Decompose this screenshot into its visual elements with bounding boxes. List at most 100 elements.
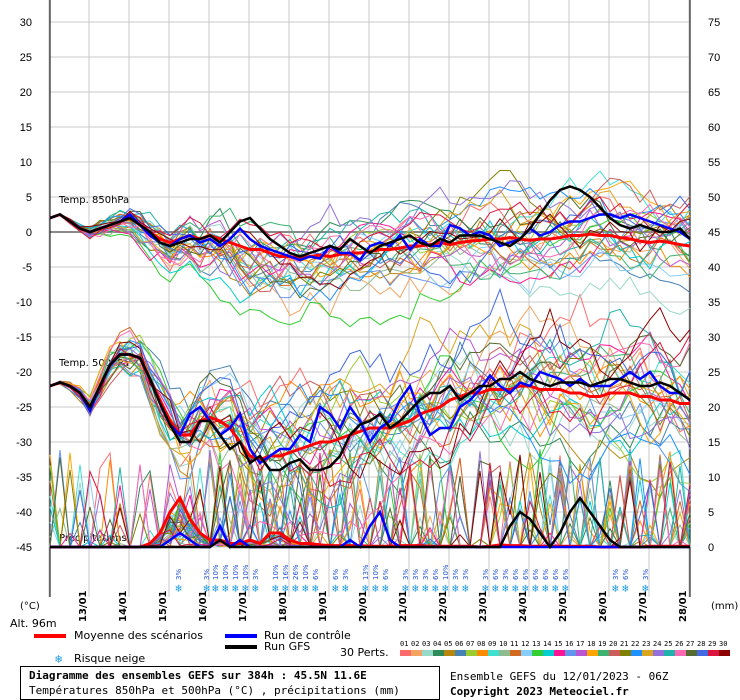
date-tick-label: 13/01 bbox=[78, 590, 89, 622]
snow-risk-icon: ❄ bbox=[203, 582, 210, 595]
snow-risk-label: 3% bbox=[412, 569, 420, 580]
snow-risk-icon: ❄ bbox=[642, 582, 649, 595]
date-tick-label: 19/01 bbox=[318, 590, 329, 622]
perturbation-t850-line bbox=[49, 203, 691, 279]
perturbation-color-swatch bbox=[477, 650, 488, 656]
date-tick-label: 21/01 bbox=[398, 590, 409, 622]
perturbation-color-swatch bbox=[697, 650, 708, 656]
perturbation-t500-line bbox=[49, 287, 691, 456]
perturbation-t500-line bbox=[49, 306, 691, 479]
right-tick-label: 15 bbox=[708, 437, 720, 449]
legend-mean-label: Moyenne des scénarios bbox=[74, 629, 203, 642]
footer-subtitle: Températures 850hPa et 500hPa (°C) , pré… bbox=[29, 684, 400, 697]
perturbation-color-swatch bbox=[565, 650, 576, 656]
snow-risk-icon: ❄ bbox=[502, 582, 509, 595]
snow-risk-label: 3% bbox=[342, 569, 350, 580]
perturbation-t500-line bbox=[49, 347, 691, 496]
snow-risk-label: 6% bbox=[492, 569, 500, 580]
perturbation-t850-line bbox=[49, 208, 691, 266]
snow-risk-icon: ❄ bbox=[512, 582, 519, 595]
snow-risk-label: 10% bbox=[442, 564, 450, 580]
perturbation-color-swatch bbox=[510, 650, 521, 656]
left-tick-label: -40 bbox=[16, 507, 32, 519]
perturbation-color-swatch bbox=[543, 650, 554, 656]
right-tick-label: 55 bbox=[708, 157, 720, 169]
perturbation-t500-line bbox=[49, 334, 691, 488]
date-tick-label: 20/01 bbox=[358, 590, 369, 622]
perturbation-id-label: 19 bbox=[598, 640, 607, 648]
perturbation-id-label: 20 bbox=[609, 640, 618, 648]
footer-run-info: Ensemble GEFS du 12/01/2023 - 06Z bbox=[450, 670, 669, 683]
snow-risk-label: 3% bbox=[502, 569, 510, 580]
panel-label-t850: Temp. 850hPa bbox=[58, 195, 129, 206]
right-tick-label: 20 bbox=[708, 402, 720, 414]
snow-risk-label: 10% bbox=[232, 564, 240, 580]
footer-box: Diagramme des ensembles GEFS sur 384h : … bbox=[20, 666, 440, 700]
perturbation-t850-line bbox=[49, 180, 691, 277]
perturbation-color-swatch bbox=[466, 650, 477, 656]
snow-risk-icon: ❄ bbox=[175, 582, 182, 595]
perturbation-color-swatch bbox=[554, 650, 565, 656]
perturbation-t500-line bbox=[49, 315, 691, 462]
date-tick-label: 23/01 bbox=[478, 590, 489, 622]
perturbation-id-label: 06 bbox=[455, 640, 464, 648]
perturbation-color-swatch bbox=[411, 650, 422, 656]
perturbation-id-label: 16 bbox=[565, 640, 574, 648]
snow-risk-icon: ❄ bbox=[282, 582, 289, 595]
snow-risk-label: 3% bbox=[203, 569, 211, 580]
perturbation-color-swatch bbox=[488, 650, 499, 656]
snow-risk-label: 10% bbox=[242, 564, 250, 580]
snow-risk-icon: ❄ bbox=[292, 582, 299, 595]
snow-risk-icon: ❄ bbox=[222, 582, 229, 595]
perturbation-id-label: 13 bbox=[532, 640, 541, 648]
snow-risk-label: 26% bbox=[292, 564, 300, 580]
perturbation-color-swatch bbox=[499, 650, 510, 656]
ensemble-chart: 302520151050-5-10-15-20-25-30-35-40-4575… bbox=[16, 0, 720, 622]
perturbation-color-swatch bbox=[532, 650, 543, 656]
snow-risk-label: 6% bbox=[532, 569, 540, 580]
snow-risk-label: 10% bbox=[222, 564, 230, 580]
right-axis-unit: (mm) bbox=[711, 601, 739, 612]
snow-risk-icon: ❄ bbox=[522, 582, 529, 595]
perturbation-t850-line bbox=[49, 210, 691, 290]
snow-risk-label: 3% bbox=[252, 569, 260, 580]
left-tick-label: -20 bbox=[16, 367, 32, 379]
perturbation-color-swatch bbox=[422, 650, 433, 656]
perturbation-color-swatch bbox=[400, 650, 411, 656]
snow-risk-label: 6% bbox=[312, 569, 320, 580]
date-tick-label: 16/01 bbox=[198, 590, 209, 622]
perturbation-color-swatch bbox=[444, 650, 455, 656]
perturbation-id-label: 05 bbox=[444, 640, 453, 648]
right-tick-label: 25 bbox=[708, 367, 720, 379]
date-tick-label: 15/01 bbox=[158, 590, 169, 622]
snow-risk-icon: ❄ bbox=[342, 582, 349, 595]
snow-risk-icon: ❄ bbox=[272, 582, 279, 595]
perturbation-color-swatch bbox=[664, 650, 675, 656]
perturbation-id-label: 14 bbox=[543, 640, 552, 648]
perturbation-id-label: 07 bbox=[466, 640, 475, 648]
perturbation-id-label: 24 bbox=[653, 640, 662, 648]
date-tick-label: 22/01 bbox=[438, 590, 449, 622]
perturbation-id-label: 22 bbox=[631, 640, 640, 648]
altitude-label: Alt. 96m bbox=[10, 617, 57, 630]
perturbation-id-label: 25 bbox=[664, 640, 673, 648]
perturbation-t850-line bbox=[49, 208, 691, 287]
snow-risk-label: 3% bbox=[642, 569, 650, 580]
perturbation-t500-line bbox=[49, 347, 691, 534]
gfs-t850-line bbox=[49, 185, 691, 258]
snow-risk-label: 10% bbox=[212, 564, 220, 580]
left-tick-label: -10 bbox=[16, 297, 32, 309]
snow-risk-label: 10% bbox=[272, 564, 280, 580]
perturbation-id-label: 11 bbox=[510, 640, 519, 648]
snow-risk-icon: ❄ bbox=[372, 582, 379, 595]
perturbations-label: 30 Perts. bbox=[340, 646, 389, 659]
perturbation-id-label: 29 bbox=[708, 640, 717, 648]
right-tick-label: 5 bbox=[708, 507, 714, 519]
left-tick-label: 10 bbox=[20, 157, 32, 169]
perturbation-color-swatch bbox=[653, 650, 664, 656]
right-tick-label: 30 bbox=[708, 332, 720, 344]
left-axis-unit: (°C) bbox=[20, 601, 40, 612]
perturbation-t500-line bbox=[49, 334, 691, 462]
perturbation-color-swatch bbox=[576, 650, 587, 656]
date-tick-label: 24/01 bbox=[518, 590, 529, 622]
